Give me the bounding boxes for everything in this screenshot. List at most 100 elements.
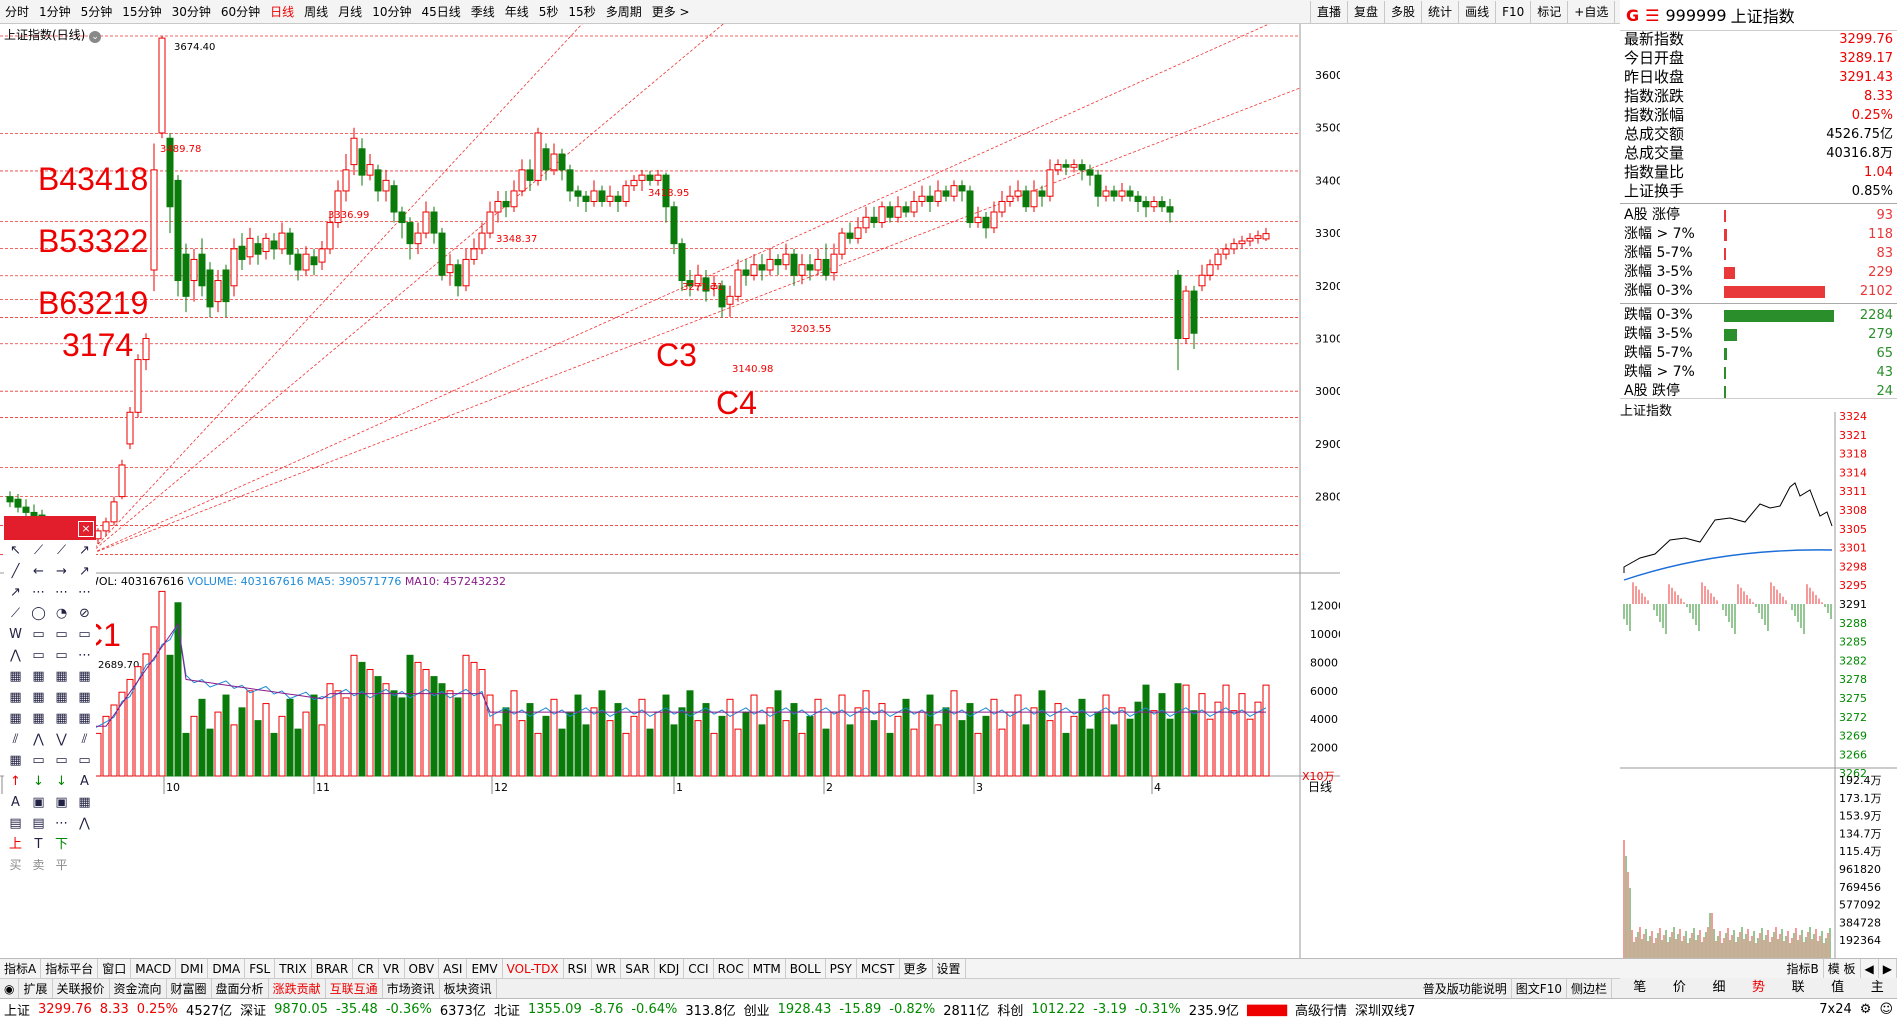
bottom-tab[interactable]: 盘面分析 (212, 978, 269, 999)
intraday-mini-chart[interactable]: 3324 3321 3318 3314 3311 3308 3305 3301 3298 3295… (1620, 398, 1897, 958)
axis-mode-label[interactable]: 日线 (1308, 780, 1332, 794)
index-name[interactable]: 深证 (240, 1004, 267, 1019)
user-icon[interactable]: ☺ (1879, 1002, 1893, 1017)
draw-tool-icon[interactable]: ⋯ (78, 648, 91, 663)
indicator-tab[interactable]: PSY (826, 958, 857, 979)
draw-tool-icon[interactable]: ⋯ (78, 585, 91, 600)
bottom-tab[interactable]: 涨跌贡献 (269, 978, 326, 999)
mini-tab[interactable]: 价 (1672, 980, 1686, 995)
period-tab[interactable]: 分时 (5, 4, 30, 19)
draw-tool-icon[interactable]: ▤ (9, 816, 22, 831)
indicator-tab[interactable]: 设置 (933, 958, 966, 979)
close-icon[interactable]: × (78, 521, 94, 537)
indicator-tab[interactable]: VOL-TDX (503, 958, 564, 979)
status-right-item[interactable]: 深圳双线7 (1355, 1004, 1416, 1019)
draw-tool-icon[interactable]: → (56, 564, 67, 579)
index-name[interactable]: 上证 (4, 1004, 31, 1019)
settings-icon[interactable]: ⚙ (1859, 1002, 1872, 1017)
indicator-tab[interactable]: OBV (405, 958, 440, 979)
nav-right-icon[interactable]: ▶ (1879, 958, 1897, 979)
draw-tool-icon[interactable]: ⋁ (56, 732, 67, 747)
period-tab[interactable]: 年线 (504, 4, 529, 19)
draw-tool-icon[interactable]: ▦ (32, 669, 45, 684)
indicator-tab[interactable]: BRAR (312, 958, 354, 979)
draw-tool-icon[interactable]: ▭ (55, 648, 68, 663)
period-tab[interactable]: 周线 (304, 4, 329, 19)
mini-tab[interactable]: 势 (1752, 980, 1766, 995)
indicator-tab[interactable]: CCI (684, 958, 714, 979)
draw-tool-icon[interactable]: ↑ (10, 774, 21, 789)
indicator-tab[interactable]: MACD (131, 958, 177, 979)
bottom-tab[interactable]: 板块资讯 (440, 978, 497, 999)
mini-tab[interactable]: 主 (1870, 980, 1884, 995)
indicator-tab[interactable]: SAR (621, 958, 655, 979)
draw-tool-icon[interactable]: ↓ (56, 774, 67, 789)
draw-tool-icon[interactable]: ⋯ (55, 585, 68, 600)
indicator-tab[interactable]: ROC (714, 958, 749, 979)
draw-tool-icon[interactable]: ▭ (32, 753, 45, 768)
draw-tool-icon[interactable]: ▦ (78, 669, 91, 684)
draw-tool-icon[interactable]: ▣ (32, 795, 45, 810)
period-tab[interactable]: 5秒 (538, 4, 559, 19)
draw-tool-icon[interactable]: ⫽ (81, 732, 88, 747)
indicator-tab[interactable]: TRIX (275, 958, 312, 979)
draw-tool-icon[interactable]: ▦ (9, 753, 22, 768)
draw-tool-icon[interactable]: A (11, 795, 20, 810)
top-button[interactable]: 复盘 (1347, 1, 1384, 23)
draw-tool-icon[interactable]: A (80, 774, 89, 789)
draw-tool-icon[interactable]: ▦ (55, 690, 68, 705)
period-tab[interactable]: 15秒 (568, 4, 596, 19)
indicator-tab[interactable]: MTM (749, 958, 786, 979)
period-tab[interactable]: 60分钟 (220, 4, 261, 19)
mini-tab[interactable]: 值 (1831, 980, 1845, 995)
draw-tool-icon[interactable]: ▦ (55, 711, 68, 726)
indicator-tab[interactable]: WR (592, 958, 622, 979)
toggle-icon[interactable]: ◉ (0, 978, 20, 999)
draw-tool-icon[interactable]: ▦ (9, 690, 22, 705)
draw-tool-icon[interactable]: 下 (54, 837, 68, 852)
indicator-right-tab[interactable]: 指标B (1782, 958, 1824, 979)
indicator-tab[interactable]: VR (379, 958, 405, 979)
draw-tool-icon[interactable]: ⟋ (10, 606, 21, 621)
top-button[interactable]: 统计 (1421, 1, 1458, 23)
top-button[interactable]: 直播 (1310, 1, 1347, 23)
indicator-tab[interactable]: 指标A (0, 958, 42, 979)
indicator-tab[interactable]: CR (353, 958, 379, 979)
top-button[interactable]: 画线 (1458, 1, 1495, 23)
draw-tool-icon[interactable]: ↖ (10, 543, 21, 558)
period-tab[interactable]: 30分钟 (171, 4, 211, 19)
mini-tab[interactable]: 联 (1791, 980, 1805, 995)
indicator-tab[interactable]: FSL (245, 958, 276, 979)
index-name[interactable]: 创业 (743, 1004, 770, 1019)
period-tab[interactable]: 15分钟 (122, 4, 162, 19)
bottom-right-tab[interactable]: 侧边栏 (1567, 978, 1612, 999)
bottom-tab[interactable]: 关联报价 (53, 978, 110, 999)
indicator-tab[interactable]: BOLL (786, 958, 826, 979)
bottom-tab[interactable]: 市场资讯 (383, 978, 440, 999)
period-tab[interactable]: 多周期 (605, 4, 642, 19)
indicator-tab[interactable]: KDJ (655, 958, 685, 979)
top-button[interactable]: +自选 (1567, 1, 1614, 23)
mini-tab[interactable]: 细 (1712, 980, 1726, 995)
period-tab[interactable]: 5分钟 (80, 4, 113, 19)
bottom-right-tab[interactable]: 图文F10 (1512, 978, 1567, 999)
draw-tool-icon[interactable]: ↓ (33, 774, 44, 789)
period-tab[interactable]: 更多 > (651, 4, 690, 19)
kline-chart[interactable]: 3600 3500 3400 3300 3200 3100 3000 2900 2800 B434… (0, 24, 1340, 958)
top-button[interactable]: 多股 (1384, 1, 1421, 23)
draw-tool-icon[interactable]: ↗ (79, 543, 90, 558)
bottom-tab[interactable]: 互联互通 (326, 978, 383, 999)
draw-tool-icon[interactable]: ▣ (55, 795, 68, 810)
draw-tool-icon[interactable]: ▭ (78, 753, 91, 768)
draw-tool-icon[interactable]: ↗ (79, 564, 90, 579)
draw-tool-icon[interactable]: 上 (8, 837, 22, 852)
period-tab[interactable]: 10分钟 (372, 4, 412, 19)
draw-tool-icon[interactable]: ⊘ (79, 606, 90, 621)
draw-tool-icon[interactable]: ▦ (9, 711, 22, 726)
draw-tool-icon[interactable]: ⟋ (56, 543, 67, 558)
bottom-right-tab[interactable]: 普及版功能说明 (1419, 978, 1512, 999)
index-name[interactable]: 科创 (997, 1004, 1024, 1019)
period-tab[interactable]: 1分钟 (39, 4, 71, 19)
indicator-tab[interactable]: EMV (467, 958, 503, 979)
top-button[interactable]: F10 (1495, 1, 1530, 23)
